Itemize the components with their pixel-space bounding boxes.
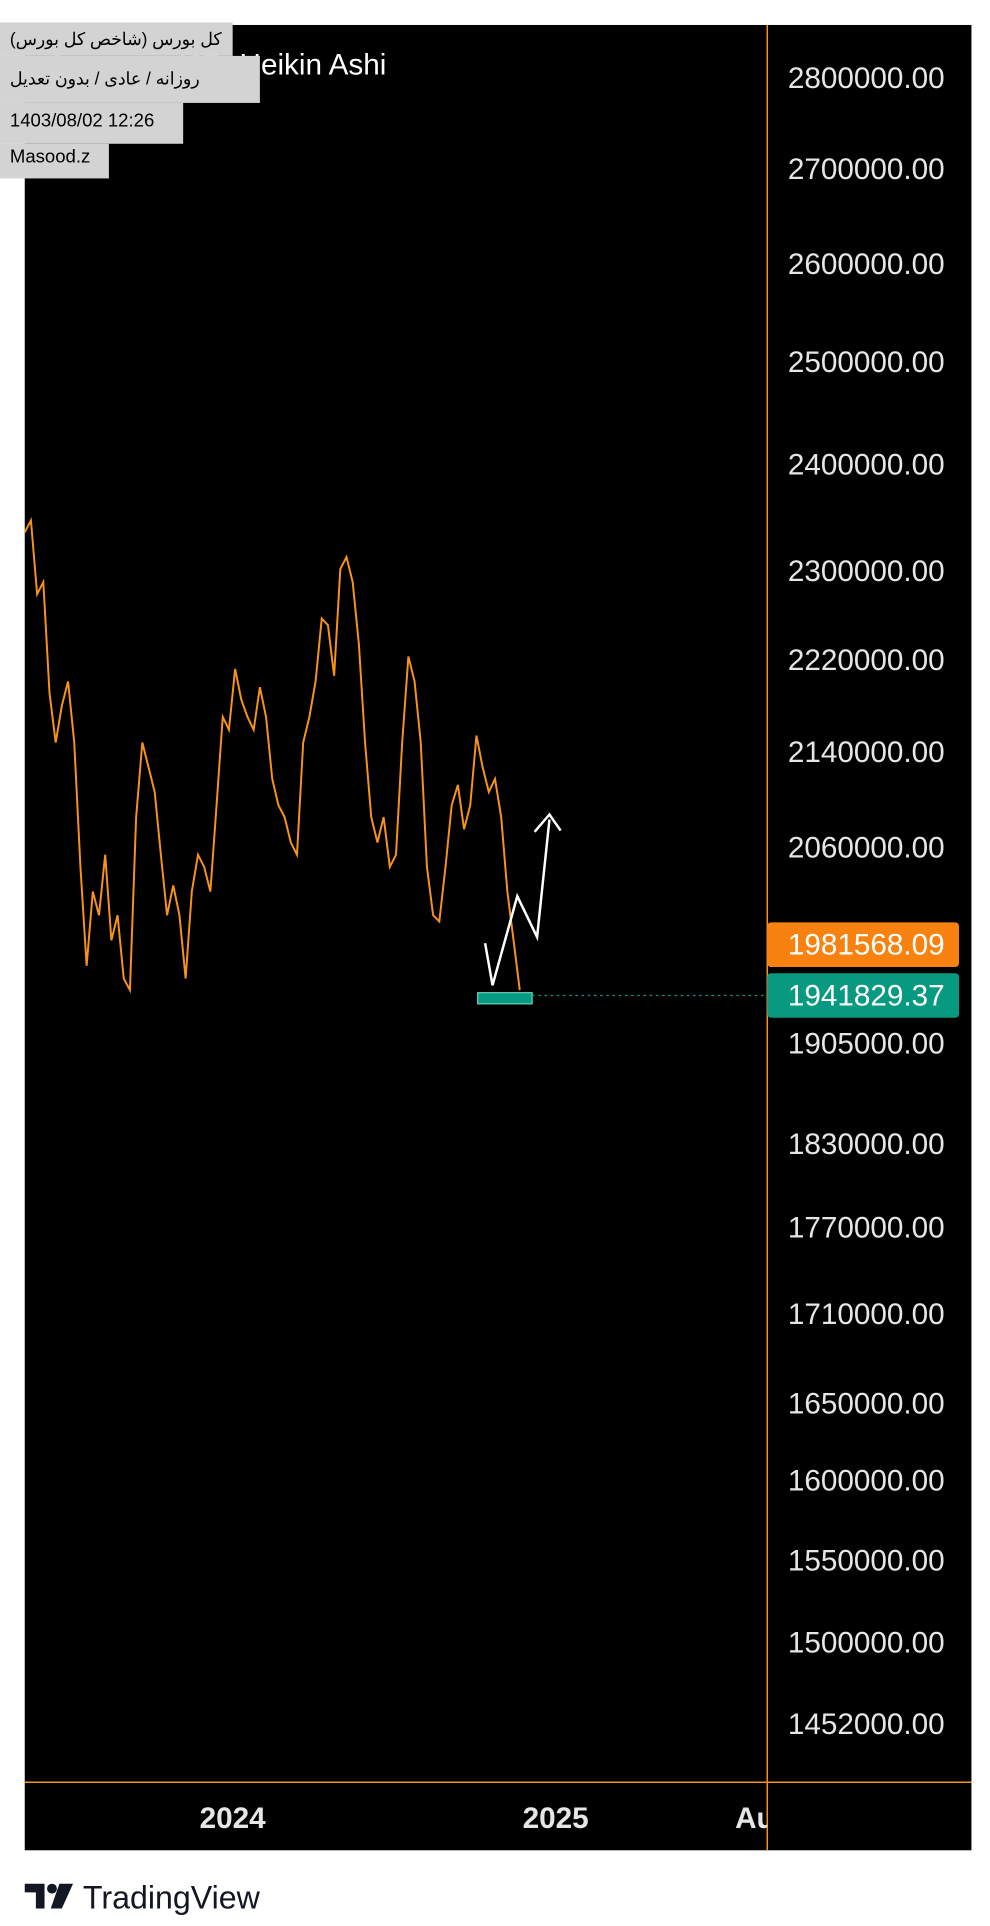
- price-line: [24, 517, 521, 994]
- header-line: روزانه / عادی / بدون تعدیل: [10, 68, 200, 89]
- header-box: [0, 102, 184, 144]
- y-tick-label: 1452000.00: [788, 1708, 945, 1741]
- y-tick-label: 2700000.00: [788, 153, 945, 186]
- price-tag: [767, 922, 960, 967]
- y-tick-label: 1710000.00: [788, 1298, 945, 1331]
- y-tick-label: 2800000.00: [788, 62, 945, 95]
- logo: [24, 1883, 74, 1909]
- x-tick-label: Au: [735, 1802, 775, 1835]
- price-tag-label: 1941829.37: [788, 979, 945, 1012]
- x-tick-label: 2024: [200, 1802, 267, 1835]
- header-line: Masood.z: [10, 145, 90, 166]
- y-tick-label: 2220000.00: [788, 644, 945, 677]
- y-tick-label: 2600000.00: [788, 248, 945, 281]
- time-axis: 2024 2025 Au: [200, 1802, 775, 1835]
- header-box: [0, 22, 233, 56]
- x-tick-label: 2025: [523, 1802, 589, 1835]
- y-tick-label: 1550000.00: [788, 1544, 945, 1577]
- header-box: [0, 55, 260, 103]
- logo-mark: [24, 1883, 45, 1909]
- price-axis: 2800000.00 2700000.00 2600000.00 2500000.00…: [788, 62, 945, 1741]
- y-tick-label: 2400000.00: [788, 448, 945, 481]
- y-tick-label: 1770000.00: [788, 1212, 945, 1245]
- y-tick-label: 1600000.00: [788, 1465, 945, 1498]
- y-tick-label: 2060000.00: [788, 831, 945, 864]
- footer-brand: TradingView: [83, 1879, 261, 1915]
- logo-mark: [47, 1883, 57, 1894]
- y-tick-label: 2500000.00: [788, 346, 945, 379]
- y-tick-label: 1830000.00: [788, 1128, 945, 1161]
- y-tick-label: 1650000.00: [788, 1388, 945, 1421]
- drawn-projection: [483, 819, 551, 986]
- arrow-head: [533, 812, 562, 833]
- support-box: [477, 992, 533, 1005]
- plot-area: [24, 517, 521, 994]
- header-line: کل بورس (شاخص کل بورس): [10, 29, 222, 50]
- y-tick-label: 2140000.00: [788, 736, 945, 769]
- y-tick-label: 1500000.00: [788, 1626, 945, 1659]
- y-tick-label: 2300000.00: [788, 555, 945, 588]
- price-tag-label: 1981568.09: [788, 929, 945, 962]
- y-tick-label: 1905000.00: [788, 1027, 945, 1060]
- header-box: [0, 143, 109, 179]
- price-tag: [767, 973, 960, 1018]
- logo-mark: [50, 1883, 74, 1909]
- header-line: 1403/08/02 12:26: [10, 109, 154, 130]
